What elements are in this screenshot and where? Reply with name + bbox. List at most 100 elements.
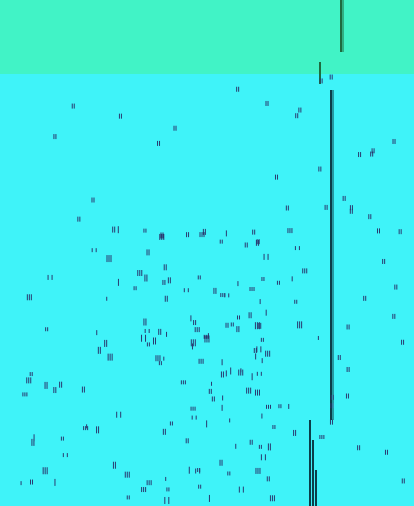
glyph-mark xyxy=(331,74,333,80)
glyph-mark xyxy=(188,466,190,474)
glyph-mark xyxy=(359,445,361,451)
glyph-mark xyxy=(376,228,378,234)
glyph-mark xyxy=(289,228,291,234)
glyph-mark xyxy=(394,313,396,319)
glyph-mark xyxy=(66,453,68,458)
glyph-mark xyxy=(256,346,258,353)
glyph-mark xyxy=(159,355,161,362)
glyph-mark xyxy=(155,355,157,362)
glyph-mark xyxy=(99,346,101,354)
glyph-mark xyxy=(144,328,146,333)
glyph-mark xyxy=(195,320,197,326)
glyph-mark xyxy=(251,373,253,381)
glyph-mark xyxy=(33,438,35,446)
glyph-mark xyxy=(222,293,224,298)
glyph-mark xyxy=(318,166,320,172)
glyph-mark xyxy=(97,346,99,354)
glyph-mark xyxy=(112,226,114,233)
glyph-mark xyxy=(31,438,33,446)
glyph-mark xyxy=(83,386,85,393)
glyph-mark xyxy=(197,275,199,280)
glyph-mark xyxy=(33,434,35,442)
glyph-mark xyxy=(46,381,48,389)
glyph-mark xyxy=(371,148,373,154)
glyph-mark xyxy=(302,268,304,274)
glyph-mark xyxy=(332,394,334,400)
glyph-mark xyxy=(255,239,257,246)
glyph-mark xyxy=(262,337,264,342)
glyph-mark xyxy=(240,369,242,376)
glyph-mark xyxy=(265,350,267,357)
glyph-mark xyxy=(146,342,148,347)
glyph-mark xyxy=(248,312,250,319)
glyph-mark xyxy=(199,275,201,280)
glyph-mark xyxy=(291,228,293,234)
glyph-mark xyxy=(221,459,223,466)
glyph-mark xyxy=(194,406,196,411)
glyph-mark xyxy=(107,353,109,361)
glyph-mark xyxy=(221,404,223,411)
glyph-mark xyxy=(288,403,290,409)
glyph-mark xyxy=(86,424,88,429)
glyph-mark xyxy=(260,371,262,376)
glyph-mark xyxy=(215,287,217,294)
glyph-mark xyxy=(261,276,263,281)
glyph-mark xyxy=(145,318,147,326)
glyph-mark xyxy=(162,428,164,435)
glyph-mark xyxy=(242,486,244,493)
glyph-mark xyxy=(55,134,57,140)
glyph-mark xyxy=(164,295,166,302)
glyph-mark xyxy=(148,249,150,256)
glyph-mark xyxy=(163,233,165,240)
glyph-mark xyxy=(368,214,370,220)
glyph-mark xyxy=(236,86,238,92)
glyph-mark xyxy=(117,226,119,234)
glyph-mark xyxy=(190,315,192,322)
glyph-mark xyxy=(254,229,256,235)
glyph-mark xyxy=(91,248,93,253)
glyph-mark xyxy=(287,205,289,211)
glyph-mark xyxy=(126,495,128,500)
glyph-mark xyxy=(117,278,119,286)
glyph-mark xyxy=(165,264,167,271)
glyph-mark xyxy=(143,228,145,233)
glyph-mark xyxy=(169,277,171,284)
glyph-mark xyxy=(144,274,146,282)
glyph-mark xyxy=(157,355,159,362)
glyph-mark xyxy=(98,426,100,434)
glyph-mark xyxy=(192,406,194,411)
glyph-mark xyxy=(143,487,145,493)
glyph-mark xyxy=(403,339,405,345)
glyph-mark xyxy=(278,404,280,409)
glyph-mark xyxy=(213,287,215,294)
glyph-mark xyxy=(158,328,160,335)
glyph-mark xyxy=(148,342,150,347)
glyph-mark xyxy=(306,268,308,274)
glyph-mark xyxy=(204,335,206,343)
glyph-mark xyxy=(171,421,173,426)
glyph-mark xyxy=(250,312,252,319)
glyph-mark xyxy=(146,480,148,486)
glyph-mark xyxy=(26,294,28,301)
glyph-mark xyxy=(378,228,380,234)
glyph-mark xyxy=(403,478,405,484)
glyph-mark xyxy=(190,406,192,411)
glyph-mark xyxy=(401,339,403,345)
glyph-mark xyxy=(394,284,396,290)
glyph-mark xyxy=(268,404,270,409)
glyph-mark xyxy=(348,366,350,372)
glyph-mark xyxy=(298,107,300,113)
glyph-mark xyxy=(319,78,321,84)
glyph-mark xyxy=(246,242,248,248)
glyph-mark xyxy=(141,270,143,277)
glyph-mark xyxy=(294,299,296,304)
glyph-mark xyxy=(191,343,193,350)
glyph-mark xyxy=(246,387,248,394)
glyph-mark xyxy=(95,248,97,253)
glyph-mark xyxy=(112,461,114,469)
glyph-mark xyxy=(120,113,122,119)
glyph-mark xyxy=(51,274,53,280)
glyph-mark xyxy=(158,361,160,366)
glyph-mark xyxy=(324,204,326,210)
glyph-mark xyxy=(326,204,328,210)
